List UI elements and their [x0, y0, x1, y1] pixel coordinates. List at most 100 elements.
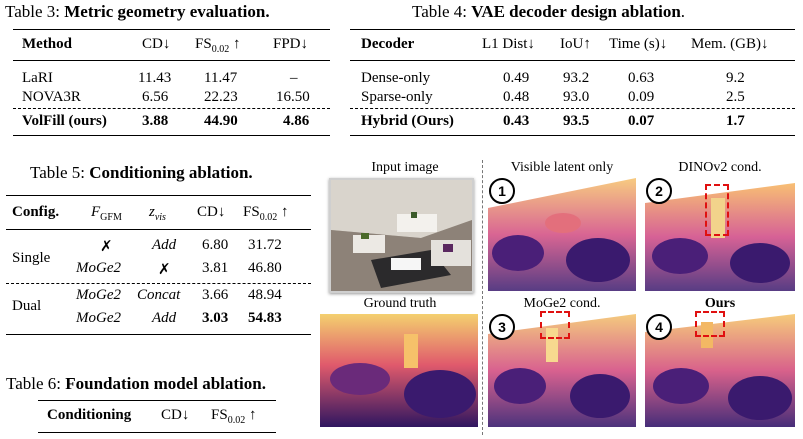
table3-row-fpd: 4.86: [283, 113, 310, 129]
table6-top-rule: [38, 400, 276, 401]
table3-dashed-rule: [13, 108, 330, 109]
table4-header-mem: Mem. (GB)↓: [691, 36, 769, 52]
table4-row-l1: 0.48: [503, 89, 530, 105]
table5-caption: Table 5: Conditioning ablation.: [30, 163, 253, 182]
table5-row-fgfm: ✗: [100, 239, 113, 255]
table5-row-fgfm: MoGe2: [76, 287, 121, 303]
table3-row-cd: 6.56: [142, 89, 169, 105]
table3-top-rule: [13, 29, 330, 30]
table5-row-fs: 48.94: [248, 287, 282, 303]
render-visible-latent: [488, 178, 636, 291]
table4-row-decoder: Hybrid (Ours): [361, 113, 454, 129]
table3-caption: Table 3: Metric geometry evaluation.: [5, 2, 270, 21]
table5-dashed-rule: [6, 283, 311, 284]
table3-row-fpd: 16.50: [276, 89, 310, 105]
table5-row-fgfm: MoGe2: [76, 260, 121, 276]
table5-group-label: Dual: [12, 298, 42, 314]
table3-header-method: Method: [22, 36, 72, 52]
table3-row-fpd: –: [290, 70, 298, 86]
badge-2: 2: [646, 178, 672, 204]
table4-dashed-rule: [350, 108, 795, 109]
render-ground-truth: [320, 314, 478, 427]
badge-3: 3: [489, 314, 515, 340]
table4-top-rule: [350, 29, 795, 30]
badge-1: 1: [489, 178, 515, 204]
badge-4: 4: [646, 314, 672, 340]
table5-row-fs: 31.72: [248, 237, 282, 253]
table5-row-zvis: ✗: [158, 262, 171, 278]
render-moge2: [488, 314, 636, 427]
table3-mid-rule: [13, 60, 330, 61]
highlight-box-ours: [695, 311, 725, 337]
table3-row-cd: 3.88: [142, 113, 169, 129]
table5-row-cd: 3.03: [202, 310, 229, 326]
table3-row-method: NOVA3R: [22, 89, 81, 105]
table5-row-fgfm: MoGe2: [76, 310, 121, 326]
table4-row-iou: 93.5: [563, 113, 590, 129]
label-ground-truth: Ground truth: [363, 296, 437, 311]
table4-row-time: 0.09: [628, 89, 655, 105]
figure-divider: [482, 160, 483, 435]
table4-header-time: Time (s)↓: [609, 36, 668, 52]
table5-top-rule: [6, 195, 311, 196]
table5-header-config: Config.: [12, 204, 60, 220]
table5-header-zvis: zvis: [149, 204, 166, 223]
table4-header-decoder: Decoder: [361, 36, 415, 52]
table4-row-l1: 0.43: [503, 113, 530, 129]
table5-row-zvis: Add: [152, 237, 177, 253]
table5-row-zvis: Add: [152, 310, 177, 326]
table6-header-cd: CD↓: [161, 407, 190, 423]
label-ours: Ours: [704, 296, 736, 311]
table5-row-fs: 46.80: [248, 260, 282, 276]
highlight-box-moge2: [540, 311, 570, 339]
table3-header-cd: CD↓: [142, 36, 171, 52]
input-image: [329, 178, 474, 293]
table4-row-l1: 0.49: [503, 70, 530, 86]
table5-row-fs: 54.83: [248, 310, 282, 326]
table5-header-cd: CD↓: [197, 204, 226, 220]
table4-row-mem: 2.5: [726, 89, 745, 105]
table3-header-fs: FS0.02 ↑: [195, 36, 241, 55]
table6-caption: Table 6: Foundation model ablation.: [6, 374, 266, 393]
render-dinov2: [645, 178, 795, 291]
table6-header-fs: FS0.02 ↑: [211, 407, 257, 426]
table3-row-method: LaRI: [22, 70, 53, 86]
table3-header-fpd: FPD↓: [273, 36, 309, 52]
table4-row-decoder: Sparse-only: [361, 89, 433, 105]
table4-row-mem: 1.7: [726, 113, 745, 129]
table6-mid-rule: [38, 432, 276, 433]
table5-bottom-rule: [6, 334, 311, 335]
table4-row-decoder: Dense-only: [361, 70, 431, 86]
highlight-box-dinov2: [705, 184, 729, 236]
table3-row-fs: 22.23: [204, 89, 238, 105]
table4-bottom-rule: [350, 135, 795, 136]
table3-row-method: VolFill (ours): [22, 113, 107, 129]
table5-mid-rule: [6, 229, 311, 230]
label-input-image: Input image: [371, 160, 439, 175]
table4-header-iou: IoU↑: [560, 36, 591, 52]
table4-row-time: 0.63: [628, 70, 655, 86]
table4-row-iou: 93.0: [563, 89, 590, 105]
table5-header-fgfm: FGFM: [91, 204, 122, 223]
label-dinov2: DINOv2 cond.: [678, 160, 762, 175]
table4-mid-rule: [350, 60, 795, 61]
table4-header-l1: L1 Dist↓: [482, 36, 535, 52]
table5-group-label: Single: [12, 250, 51, 266]
table3-row-cd: 11.43: [138, 70, 172, 86]
table4-caption: Table 4: VAE decoder design ablation.: [412, 2, 686, 21]
table5-row-cd: 3.66: [202, 287, 229, 303]
table5-row-cd: 6.80: [202, 237, 229, 253]
table4-row-mem: 9.2: [726, 70, 745, 86]
table5-row-zvis: Concat: [137, 287, 181, 303]
table4-row-time: 0.07: [628, 113, 655, 129]
table4-row-iou: 93.2: [563, 70, 590, 86]
table6-header-conditioning: Conditioning: [47, 407, 132, 423]
label-visible-latent: Visible latent only: [510, 160, 614, 175]
table5-header-fs: FS0.02 ↑: [243, 204, 289, 223]
label-moge2: MoGe2 cond.: [523, 296, 601, 311]
render-ours: [645, 314, 795, 427]
table3-bottom-rule: [13, 135, 330, 136]
table3-row-fs: 11.47: [204, 70, 238, 86]
table3-row-fs: 44.90: [204, 113, 238, 129]
table5-row-cd: 3.81: [202, 260, 229, 276]
